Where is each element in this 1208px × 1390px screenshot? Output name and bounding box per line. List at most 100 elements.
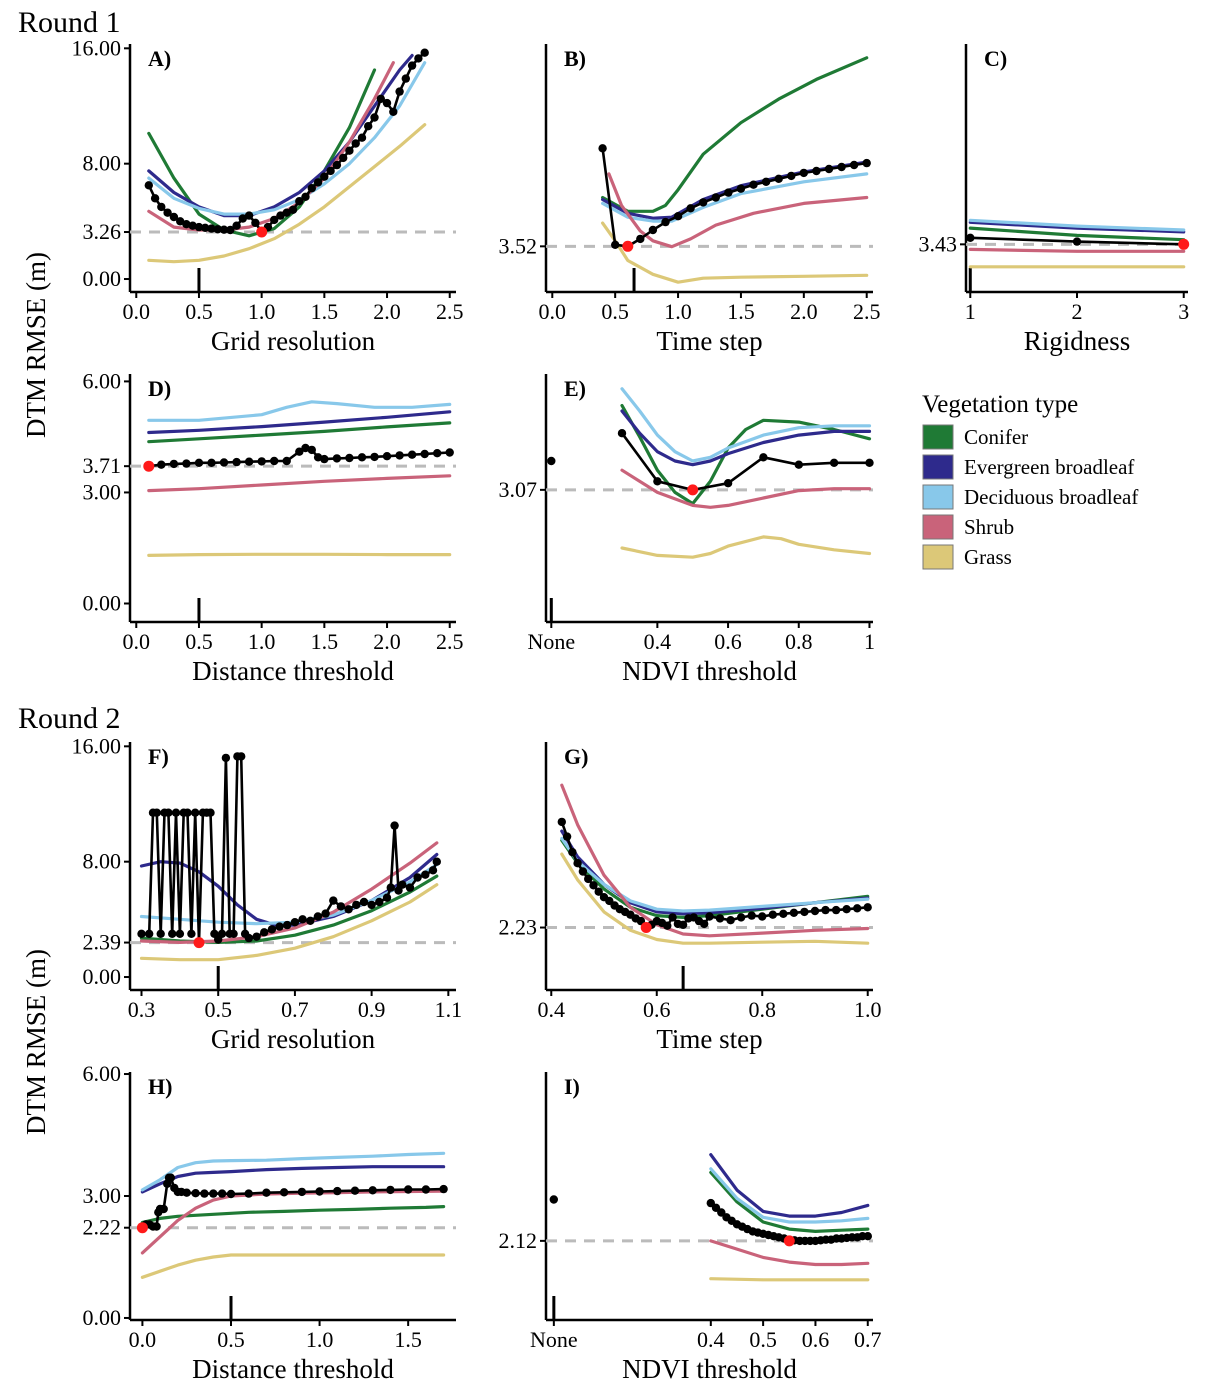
x-tick-label: 1	[864, 629, 875, 654]
x-tick-label: 0.5	[204, 997, 232, 1022]
series-line-conifer	[147, 421, 452, 444]
best-value-point	[193, 937, 205, 949]
overall-point	[594, 887, 603, 896]
overall-point	[279, 1188, 289, 1197]
legend-swatch	[922, 454, 954, 480]
overall-point	[831, 905, 841, 915]
overall-point	[262, 1188, 271, 1197]
y-tick-label: 3.71	[83, 453, 122, 478]
overall-point	[549, 1195, 558, 1204]
x-tick-label: 0.6	[714, 629, 742, 654]
overall-point	[270, 456, 279, 466]
x-tick-label: 2.0	[790, 299, 818, 324]
overall-line	[601, 148, 867, 248]
overall-point	[598, 144, 607, 153]
best-value-point	[622, 240, 634, 252]
series-line-deciduous-broadleaf	[560, 836, 870, 913]
series-line-evergreen-broadleaf	[709, 1153, 870, 1218]
x-tick-label: 0.5	[601, 299, 629, 324]
overall-point	[568, 848, 577, 857]
overall-point	[168, 929, 177, 938]
overall-point	[611, 240, 620, 249]
series-line-conifer	[601, 56, 869, 213]
overall-point	[326, 166, 335, 176]
panel-H: 0.0 0.5 1.0 1.5 0.00 2.22 3.00 6.00 Distance thr…	[83, 1061, 456, 1384]
y-tick-label: 16.00	[72, 35, 122, 60]
overall-point	[865, 458, 874, 467]
overall-point	[207, 458, 216, 467]
series-line-evergreen-broadleaf	[140, 1165, 446, 1194]
overall-point	[404, 1185, 413, 1194]
series-line-conifer	[968, 226, 1186, 242]
overall-point	[244, 211, 254, 220]
overall-point	[306, 916, 315, 925]
panel-G: 0.4 0.6 0.8 1.0 2.23 Time step G)	[499, 742, 881, 1054]
overall-point	[359, 897, 369, 907]
panel-label: G)	[564, 744, 588, 769]
best-value-point	[1178, 238, 1190, 250]
overall-point	[313, 912, 323, 921]
overall-point	[267, 925, 277, 934]
series-line-deciduous-broadleaf	[709, 1167, 870, 1224]
series-line-evergreen-broadleaf	[147, 410, 452, 435]
y-tick-label: 2.22	[83, 1215, 122, 1240]
x-axis-label: NDVI threshold	[622, 656, 797, 686]
overall-point	[352, 900, 361, 910]
x-tick-label: 0.4	[644, 629, 672, 654]
x-tick-label: 1.0	[664, 299, 692, 324]
x-axis-label: Grid resolution	[211, 1024, 376, 1054]
x-axis-label: Distance threshold	[192, 1354, 394, 1384]
panel-I: None 0.4 0.5 0.6 0.7 2.12 NDVI threshold I)	[499, 1072, 882, 1384]
best-value-point	[136, 1222, 148, 1234]
round2-title: Round 2	[18, 702, 121, 735]
series-line-shrub	[147, 474, 452, 493]
overall-point	[433, 449, 442, 458]
series-line-grass	[601, 221, 869, 284]
x-tick-label: 0.8	[785, 629, 813, 654]
overall-point	[288, 205, 298, 214]
overall-point	[759, 453, 768, 462]
series-line-grass	[147, 123, 427, 264]
overall-point	[329, 896, 338, 905]
x-tick-label: 0.0	[129, 1327, 157, 1352]
legend-label: Shrub	[964, 515, 1014, 539]
panel-label: B)	[564, 46, 586, 71]
overall-point	[794, 460, 803, 469]
series-line-deciduous-broadleaf	[620, 387, 872, 463]
series-line-shrub	[607, 172, 869, 249]
legend-label: Deciduous broadleaf	[964, 485, 1138, 509]
overall-point	[407, 450, 417, 459]
x-tick-label: 3	[1178, 299, 1189, 324]
overall-point	[668, 913, 677, 922]
y-axis-label-round2: DTM RMSE (m)	[21, 949, 51, 1135]
overall-point	[344, 905, 353, 914]
overall-point	[849, 160, 859, 170]
round1-title: Round 1	[18, 6, 121, 39]
overall-point	[226, 225, 235, 235]
overall-point	[213, 225, 222, 234]
overall-point	[226, 1189, 236, 1199]
panel-label: F)	[148, 744, 169, 769]
overall-point	[182, 459, 191, 468]
panel-B: 0.0 0.5 1.0 1.5 2.0 2.5 3.52 Time step B)	[499, 44, 880, 356]
overall-point	[282, 208, 291, 217]
panel-label: A)	[148, 46, 171, 71]
overall-point	[736, 184, 746, 193]
series-line-grass	[140, 1253, 446, 1279]
legend-swatch	[922, 514, 954, 540]
series-line-shrub	[709, 1239, 870, 1267]
overall-point	[678, 920, 688, 929]
overall-point	[313, 178, 323, 187]
overall-point	[188, 221, 197, 230]
legend-label: Evergreen broadleaf	[964, 455, 1134, 479]
overall-point	[405, 883, 415, 892]
overall-point	[420, 48, 429, 57]
overall-point	[201, 223, 210, 232]
y-tick-label: 2.39	[83, 930, 122, 955]
overall-point	[257, 457, 266, 466]
series-line-grass	[560, 852, 870, 945]
overall-point	[332, 454, 342, 463]
overall-point	[244, 1189, 253, 1198]
overall-point	[164, 808, 173, 817]
chart-panels: 0.0 0.5 1.0 1.5 2.0 2.50.003.268.0016.00Grid …	[72, 35, 1190, 1384]
